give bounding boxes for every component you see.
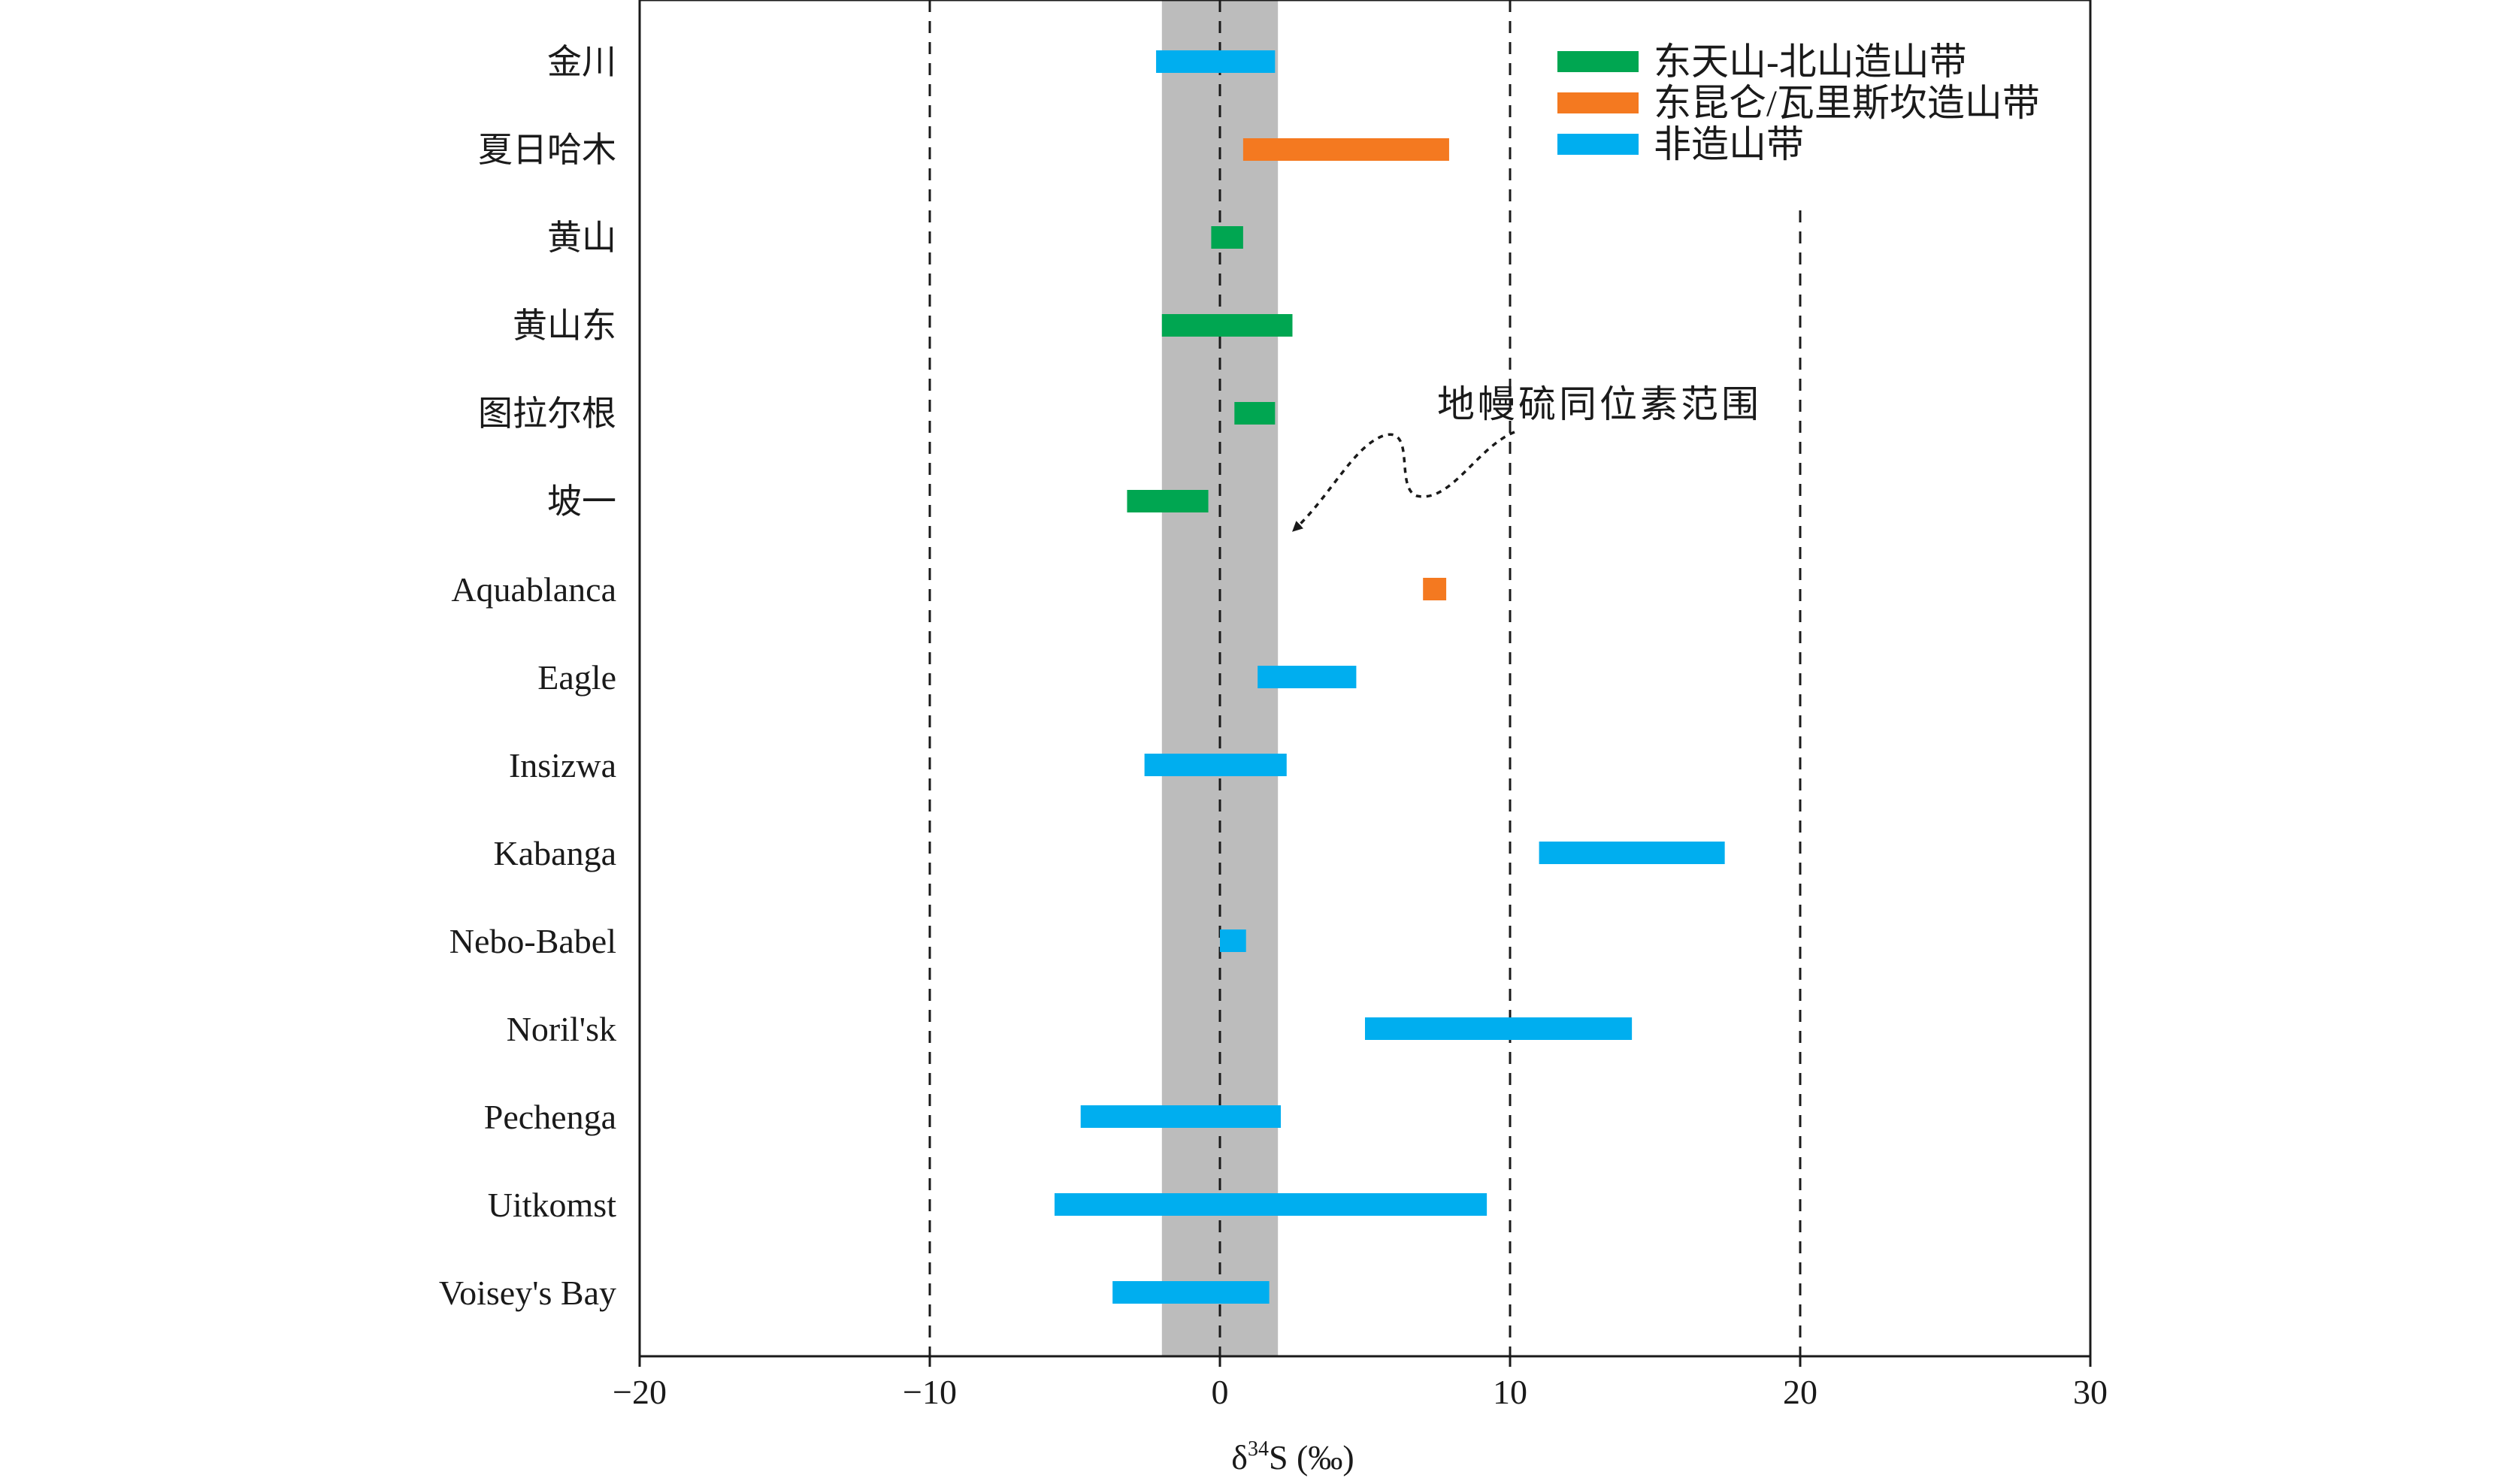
legend-label: 东天山-北山造山带 (1654, 41, 1967, 83)
x-tick-label: 10 (1493, 1373, 1527, 1411)
range-bar (1242, 138, 1449, 161)
category-label: Pechenga (484, 1098, 616, 1136)
range-bar (1161, 314, 1293, 337)
range-bar (1054, 1193, 1488, 1216)
legend-swatch (1557, 51, 1639, 72)
range-bar (1258, 666, 1357, 688)
category-label: Voisey's Bay (439, 1274, 616, 1312)
category-label: 黄山东 (513, 307, 616, 345)
x-tick-label: −20 (613, 1373, 667, 1411)
x-tick-label: 0 (1212, 1373, 1229, 1411)
category-label: Aquablanca (451, 570, 616, 609)
range-bar (1144, 754, 1287, 776)
category-label: 黄山 (547, 219, 616, 257)
category-label: 图拉尔根 (478, 394, 616, 433)
legend-swatch (1557, 134, 1639, 155)
range-bar (1112, 1281, 1270, 1304)
category-label: Uitkomst (488, 1186, 616, 1224)
x-tick-label: −10 (903, 1373, 957, 1411)
category-label: Nebo-Babel (449, 922, 616, 960)
annotation-arrow (1292, 431, 1515, 532)
x-tick-label: 30 (2073, 1373, 2108, 1411)
range-bar (1220, 929, 1246, 952)
range-bar (1211, 226, 1243, 249)
plot-frame (638, 0, 2092, 1358)
range-bar (1080, 1105, 1282, 1128)
category-label: 坡一 (547, 482, 616, 521)
annotation-label: 地幔硫同位素范围 (1437, 383, 1762, 425)
mantle-annotation: 地幔硫同位素范围 (1292, 383, 1762, 532)
range-bar (1539, 842, 1725, 864)
x-tick-label: 20 (1783, 1373, 1817, 1411)
category-label: Kabanga (494, 834, 616, 872)
legend-swatch (1557, 92, 1639, 113)
legend-label: 东昆仑/瓦里斯坎造山带 (1654, 82, 2040, 124)
range-bar (1365, 1017, 1633, 1040)
range-bar (1234, 402, 1276, 425)
range-bar (1127, 490, 1209, 512)
category-label: Noril'sk (507, 1010, 616, 1048)
legend-label: 非造山带 (1654, 123, 1804, 165)
x-axis-title: δ34S (‰) (1231, 1437, 1354, 1476)
range-bar (1156, 50, 1276, 73)
range-bar (1423, 578, 1447, 600)
category-label: Eagle (537, 658, 616, 697)
category-label: Insizwa (509, 746, 616, 784)
category-label: 金川 (547, 43, 616, 81)
category-label: 夏日哈木 (478, 131, 616, 169)
